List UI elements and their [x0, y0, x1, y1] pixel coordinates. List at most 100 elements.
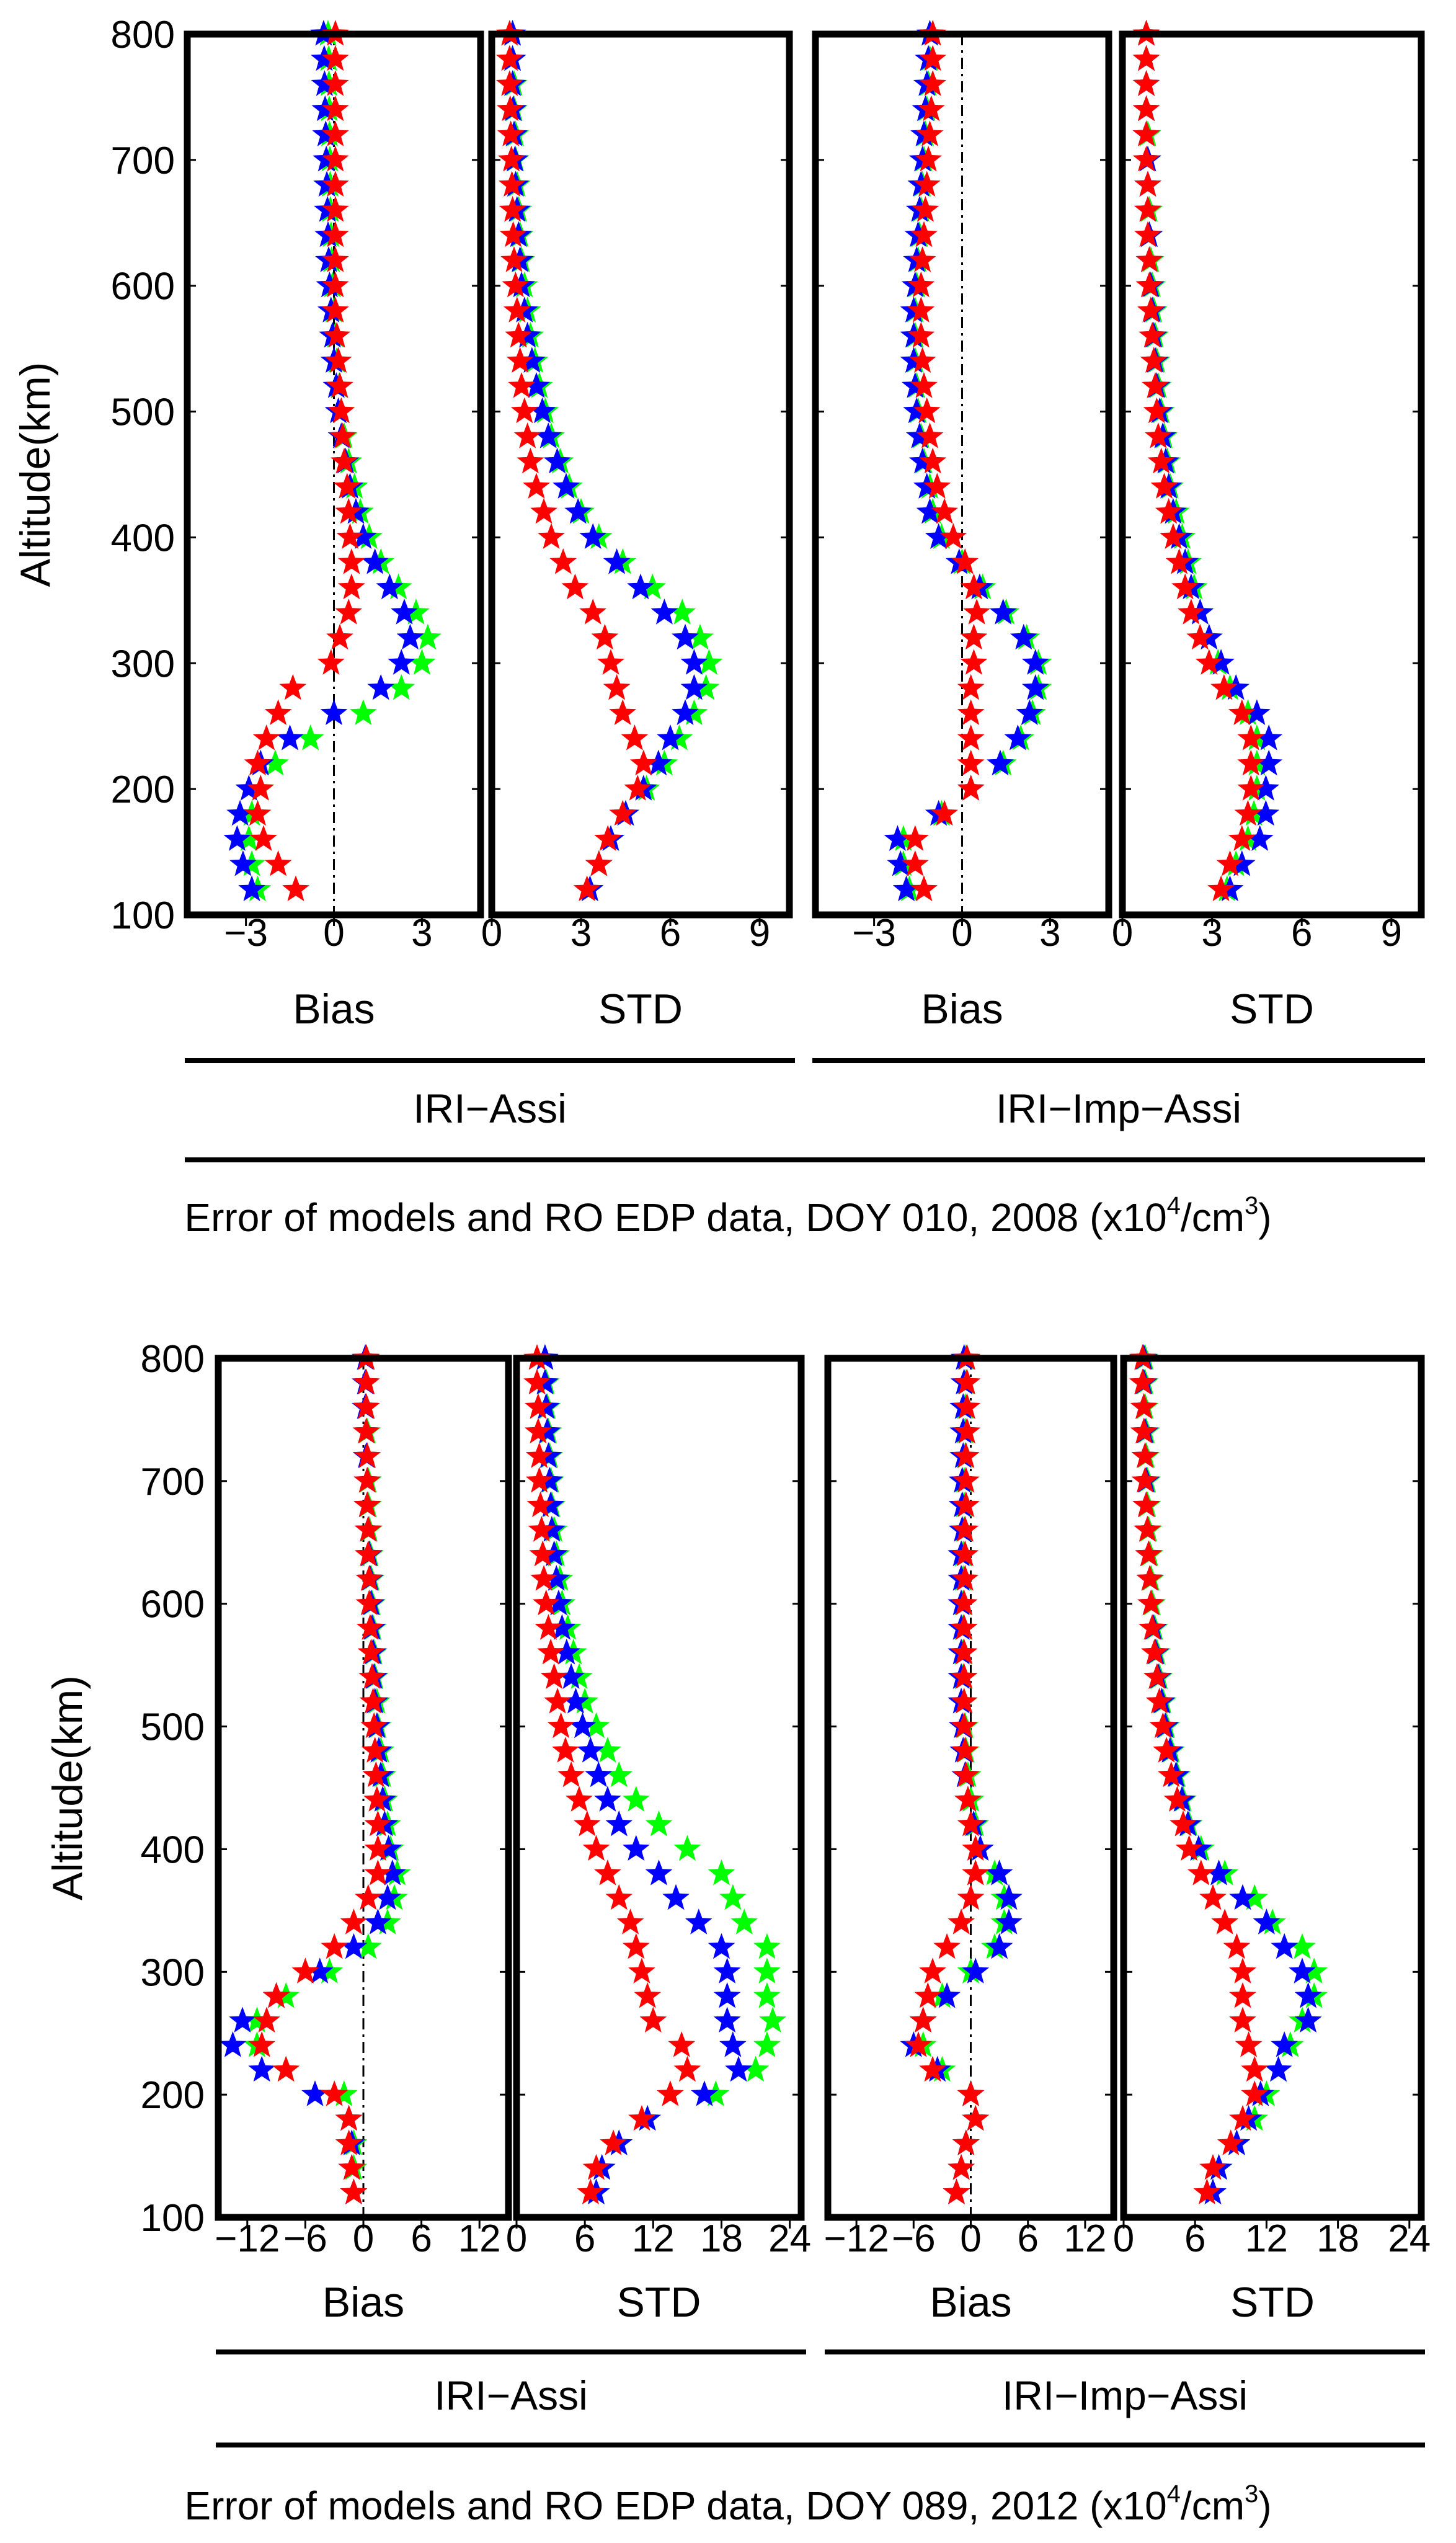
- data-point-star: [264, 699, 292, 725]
- x-tick-label: 9: [1381, 912, 1402, 955]
- data-point-star: [322, 45, 349, 71]
- data-point-star: [594, 1737, 621, 1763]
- data-point-star: [673, 2055, 701, 2082]
- data-point-star: [1237, 749, 1265, 776]
- data-point-star: [248, 2055, 276, 2082]
- data-point-star: [530, 1565, 557, 1591]
- x-tick-label: 12: [1245, 2217, 1288, 2260]
- data-point-star: [1178, 599, 1205, 625]
- data-point-star: [1140, 347, 1168, 373]
- data-point-star: [496, 95, 524, 122]
- data-point-star: [322, 296, 349, 323]
- data-point-star: [320, 699, 348, 725]
- x-axis-title: Bias: [930, 2279, 1011, 2326]
- data-point-star: [995, 1908, 1023, 1935]
- data-point-star: [499, 221, 527, 247]
- fig2-iri-imp-assi-bias-panel: −12 −6 0 6 12 Bias: [824, 1344, 1117, 2326]
- data-point-star: [985, 1859, 1013, 1886]
- series-red: [248, 1344, 392, 2204]
- data-point-star: [915, 145, 942, 172]
- data-point-star: [1241, 1884, 1269, 1910]
- data-point-star: [622, 1835, 650, 1861]
- data-point-star: [960, 573, 988, 600]
- data-point-star: [349, 699, 377, 725]
- data-point-star: [907, 271, 935, 298]
- data-point-star: [644, 749, 672, 776]
- fig1-iri-assi-bias-panel: −3 0 3 Bias: [184, 20, 484, 1033]
- data-point-star: [1207, 875, 1235, 901]
- data-point-star: [686, 623, 714, 650]
- data-point-star: [962, 1835, 990, 1861]
- data-point-star: [913, 171, 941, 197]
- data-point-star: [238, 875, 265, 901]
- caption-text: /cm: [1181, 2483, 1245, 2528]
- data-point-star: [354, 1516, 382, 1542]
- data-point-star: [622, 1933, 650, 1959]
- data-point-star: [957, 699, 985, 725]
- data-point-star: [1241, 2055, 1269, 2082]
- data-point-star: [919, 2055, 946, 2082]
- data-point-star: [414, 623, 442, 650]
- data-point-star: [1021, 674, 1049, 700]
- data-point-star: [352, 1417, 380, 1444]
- data-point-star: [903, 397, 931, 424]
- data-point-star: [248, 2031, 276, 2057]
- data-point-star: [537, 1638, 564, 1665]
- data-point-star: [364, 1908, 392, 1935]
- data-point-star: [529, 1540, 557, 1567]
- data-point-star: [953, 1417, 981, 1444]
- data-point-star: [919, 70, 947, 96]
- data-point-star: [957, 2080, 985, 2106]
- x-tick-label: 0: [1112, 912, 1133, 955]
- x-tick-label: −6: [892, 2217, 936, 2260]
- data-point-star: [543, 1565, 570, 1591]
- data-point-star: [951, 1565, 979, 1591]
- data-point-star: [628, 1957, 655, 1984]
- data-point-star: [1234, 799, 1262, 826]
- data-point-star: [605, 1761, 633, 1788]
- data-point-star: [535, 1614, 562, 1640]
- caption-text: Error of models and RO EDP data, DOY 089…: [184, 2483, 1166, 2528]
- data-point-star: [1136, 1565, 1164, 1591]
- data-point-star: [708, 1933, 735, 1959]
- x-tick-label: 3: [570, 912, 592, 955]
- data-point-star: [526, 1491, 554, 1517]
- data-point-star: [1147, 447, 1175, 474]
- y-tick-label: 100: [141, 2197, 205, 2240]
- data-point-star: [931, 497, 958, 524]
- caption-superscript: 4: [1167, 2480, 1181, 2508]
- data-point-star: [1294, 2006, 1322, 2033]
- data-point-star: [353, 1491, 381, 1517]
- x-tick-label: 0: [481, 912, 502, 955]
- data-point-star: [1134, 196, 1161, 222]
- fig2-iri-assi-bias-panel: −12 −6 0 6 12 Bias: [215, 1344, 512, 2326]
- data-point-star: [505, 321, 533, 348]
- data-point-star: [1150, 473, 1178, 499]
- data-point-star: [329, 422, 357, 448]
- data-point-star: [1155, 497, 1183, 524]
- y-tick-label: 700: [111, 140, 175, 182]
- x-tick-label: 0: [1113, 2217, 1134, 2260]
- data-point-star: [1157, 1761, 1185, 1788]
- data-point-star: [952, 2129, 980, 2155]
- caption-text: Error of models and RO EDP data, DOY 010…: [184, 1195, 1166, 1240]
- data-point-star: [506, 347, 534, 373]
- data-point-star: [367, 674, 395, 700]
- data-point-star: [296, 724, 324, 750]
- data-point-star: [753, 1982, 781, 2008]
- data-point-star: [950, 1663, 978, 1689]
- data-point-star: [311, 45, 338, 71]
- data-point-star: [340, 1933, 368, 1959]
- data-point-star: [362, 1761, 390, 1788]
- data-point-star: [376, 573, 404, 600]
- data-point-star: [672, 623, 699, 650]
- data-point-star: [1228, 699, 1256, 725]
- data-point-star: [1229, 1957, 1256, 1984]
- data-point-star: [226, 799, 254, 826]
- x-axis-title: STD: [1230, 986, 1314, 1033]
- x-tick-label: 0: [951, 912, 972, 955]
- data-point-star: [1255, 724, 1283, 750]
- data-point-star: [719, 2031, 747, 2057]
- data-point-star: [540, 1540, 568, 1567]
- data-point-star: [919, 45, 947, 71]
